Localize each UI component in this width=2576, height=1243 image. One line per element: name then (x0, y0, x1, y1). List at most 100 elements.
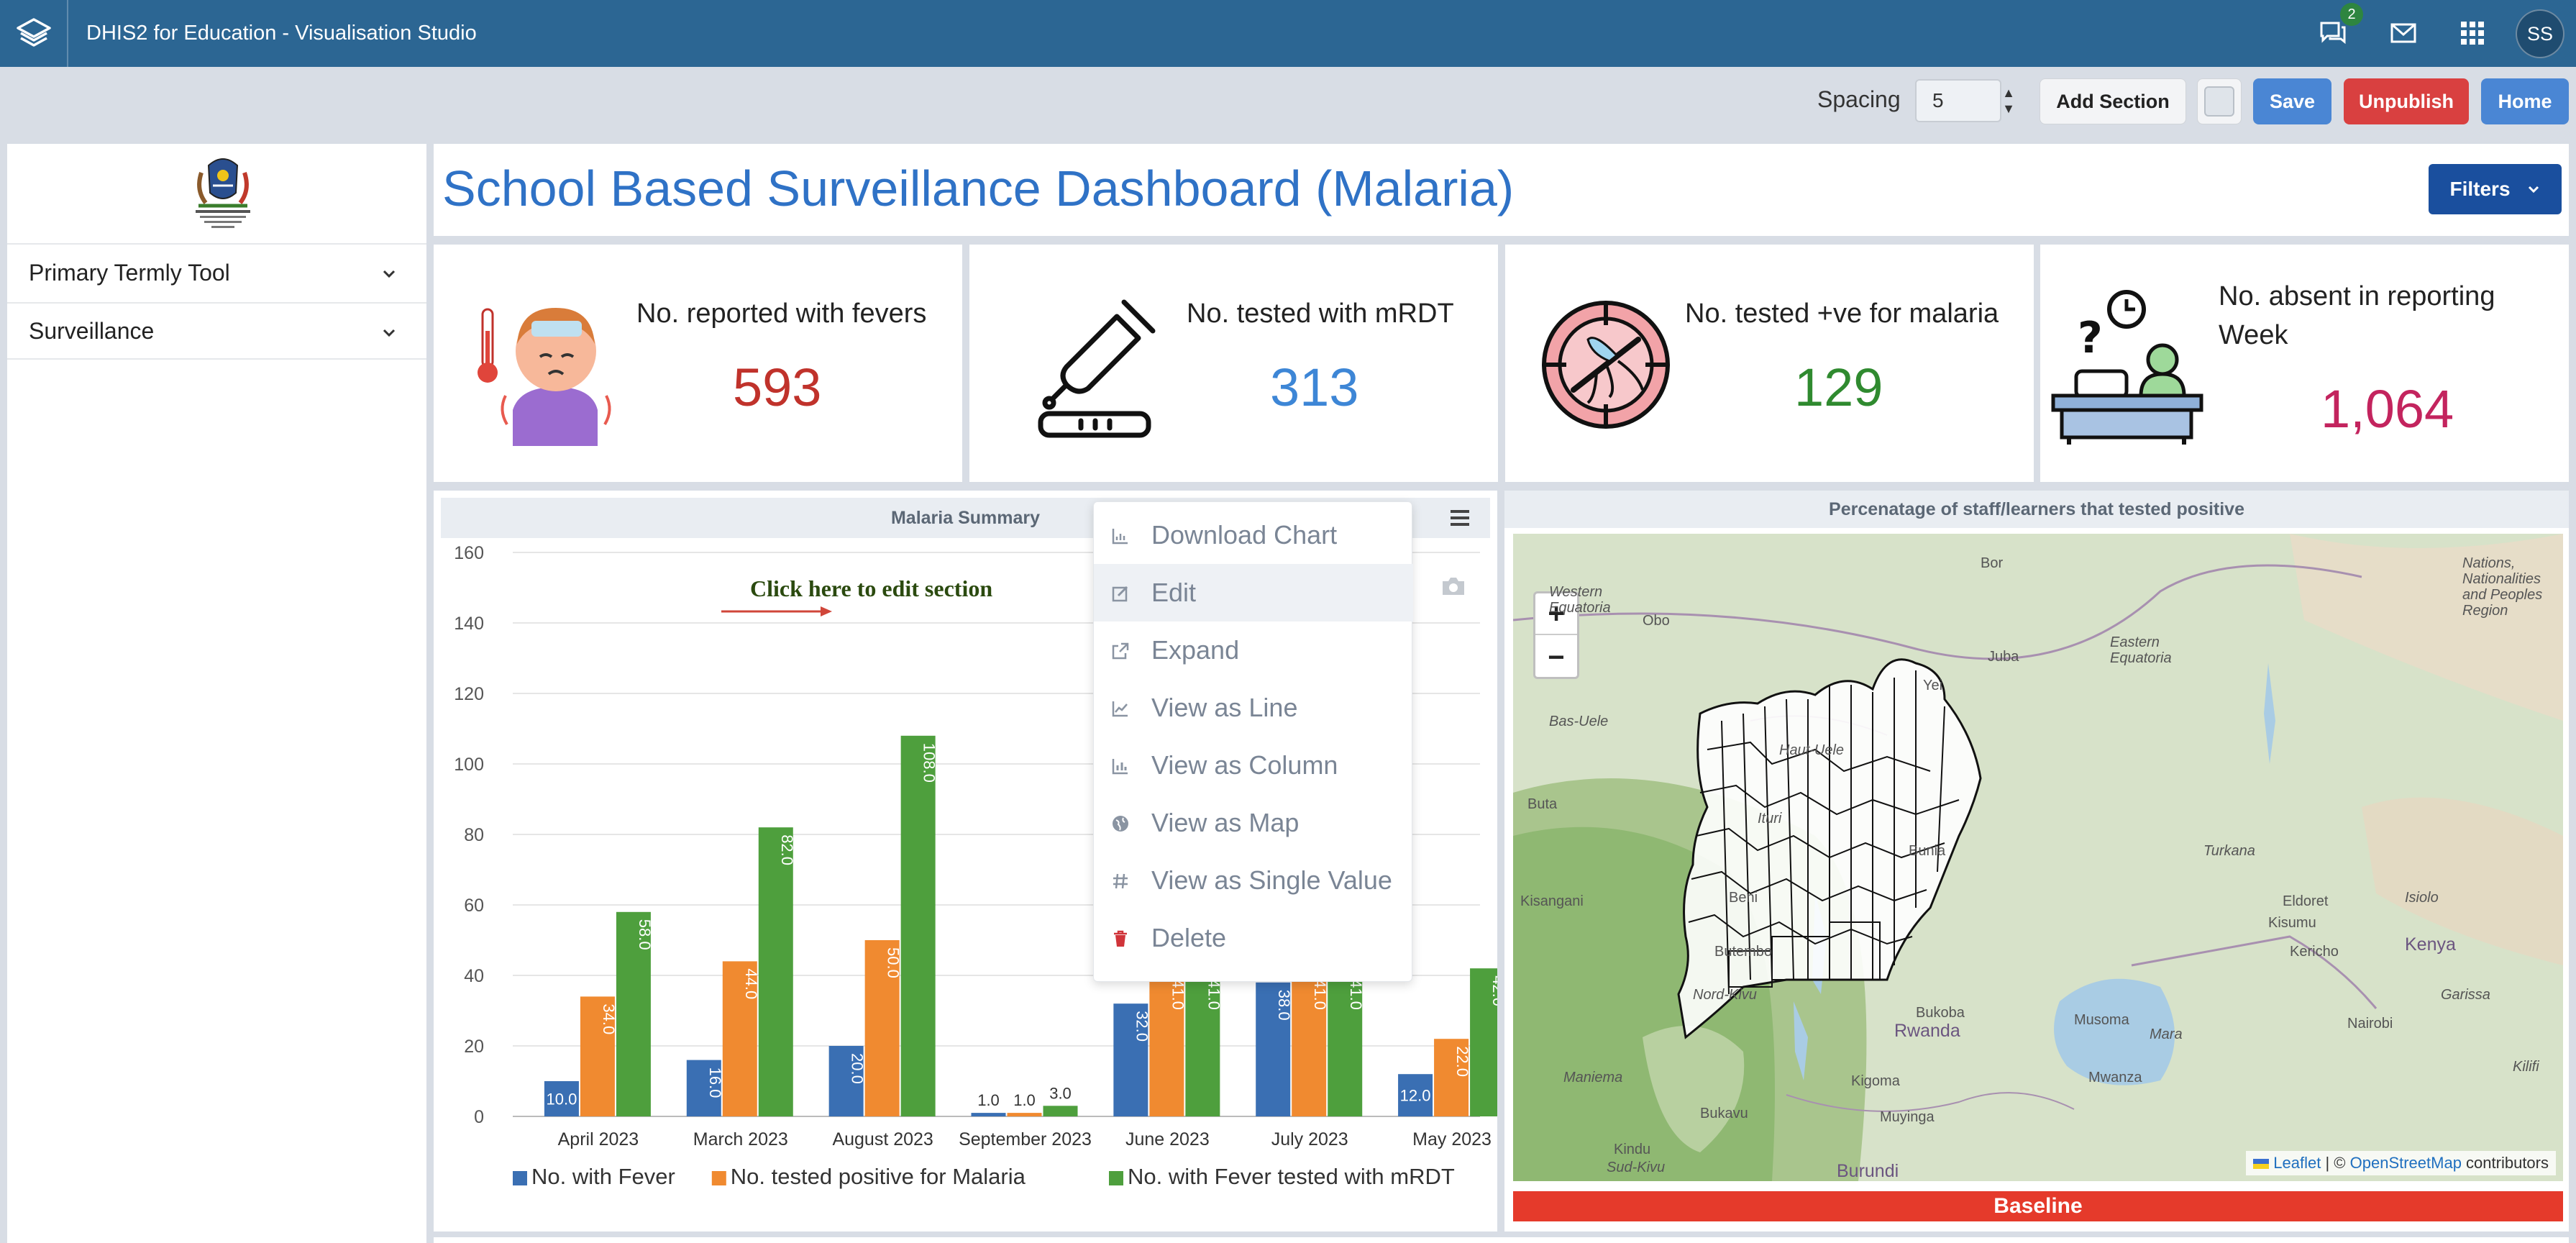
x-tick-label: March 2023 (693, 1129, 788, 1149)
zoom-in-button[interactable]: + (1535, 593, 1577, 635)
filters-label: Filters (2449, 178, 2511, 200)
zoom-out-button[interactable]: − (1548, 641, 1565, 673)
camera-icon[interactable] (1440, 575, 1466, 597)
color-swatch (2204, 86, 2234, 117)
chevron-down-icon (2528, 186, 2539, 193)
bar (1043, 1106, 1078, 1116)
background-color-picker[interactable] (2197, 78, 2242, 124)
kpi-card-positive[interactable]: No. tested +ve for malaria 129 (1505, 245, 2034, 482)
data-label: 82.0 (778, 834, 796, 865)
stepper-down-icon[interactable]: ▼ (2002, 101, 2015, 116)
legend-swatch (711, 1171, 726, 1185)
data-label: 41.0 (1311, 979, 1329, 1010)
hamburger-menu-icon[interactable] (1448, 506, 1472, 529)
map-place-label: Juba (1988, 649, 2019, 665)
menu-item-view-as-single-value[interactable]: View as Single Value (1094, 852, 1413, 909)
data-label: 58.0 (636, 919, 654, 950)
bar (1256, 982, 1291, 1116)
apps-grid-icon[interactable] (2454, 14, 2491, 52)
stepper-up-icon[interactable]: ▲ (2002, 86, 2015, 100)
user-avatar[interactable]: SS (2516, 9, 2564, 58)
uganda-districts-overlay (1677, 658, 1982, 1039)
unpublish-button[interactable]: Unpublish (2344, 78, 2469, 124)
data-label: 44.0 (742, 968, 760, 999)
menu-item-view-as-map[interactable]: View as Map (1094, 794, 1413, 852)
globe-icon (1113, 816, 1128, 832)
save-button[interactable]: Save (2253, 78, 2331, 124)
map-place-label: Muyinga (1880, 1109, 1935, 1125)
leaflet-link[interactable]: Leaflet (2273, 1154, 2321, 1172)
map-place-label: Kenya (2405, 934, 2456, 955)
sidebar-item-surveillance[interactable]: Surveillance (7, 302, 426, 360)
page-title: School Based Surveillance Dashboard (Mal… (442, 160, 1515, 217)
message-count-badge: 2 (2340, 3, 2363, 26)
y-tick-label: 0 (474, 1107, 484, 1127)
map-place-label: Bukoba (1916, 1005, 1965, 1021)
menu-item-delete[interactable]: Delete (1094, 909, 1413, 967)
data-label: 1.0 (1013, 1091, 1036, 1109)
bar (1328, 972, 1363, 1116)
spacing-input[interactable]: 5 (1915, 79, 2001, 122)
chart-title: Malaria Summary (890, 508, 1041, 528)
data-label: 32.0 (1133, 1011, 1151, 1042)
kpi-label: No. reported with fevers (636, 299, 927, 329)
legend-swatch (513, 1171, 527, 1185)
data-label: 41.0 (1169, 979, 1187, 1010)
menu-item-download-chart[interactable]: Download Chart (1094, 506, 1413, 564)
spacing-stepper[interactable]: ▲ ▼ (1992, 79, 2025, 122)
y-tick-label: 60 (464, 896, 484, 916)
legend-label: No. with Fever (531, 1164, 675, 1189)
attribution-separator: | © (2321, 1154, 2350, 1172)
map-place-label: Musoma (2074, 1012, 2129, 1028)
x-tick-label: April 2023 (558, 1129, 639, 1149)
map-background (1513, 534, 2563, 1181)
data-label: 34.0 (600, 1003, 618, 1034)
menu-item-label: View as Column (1151, 750, 1338, 780)
filters-button[interactable]: Filters (2429, 164, 2562, 214)
data-label: 50.0 (885, 947, 903, 978)
menu-item-view-as-column[interactable]: View as Column (1094, 737, 1413, 794)
map-title: Percenatage of staff/learners that teste… (1504, 491, 2569, 528)
app-logo-icon[interactable] (0, 0, 68, 67)
kpi-card-fevers[interactable]: No. reported with fevers 593 (434, 245, 962, 482)
y-tick-label: 100 (454, 755, 484, 775)
data-label: 16.0 (706, 1067, 724, 1098)
bar (1007, 1113, 1042, 1116)
y-tick-label: 20 (464, 1037, 484, 1057)
x-tick-label: July 2023 (1271, 1129, 1348, 1149)
messages-icon[interactable] (2314, 14, 2352, 52)
y-tick-label: 140 (454, 614, 484, 634)
mail-icon[interactable] (2385, 14, 2422, 52)
menu-item-edit[interactable]: Edit (1094, 564, 1413, 622)
sick-child-icon (478, 308, 611, 446)
menu-item-label: View as Single Value (1151, 865, 1392, 895)
osm-link[interactable]: OpenStreetMap (2349, 1154, 2462, 1172)
map-section[interactable]: Percenatage of staff/learners that teste… (1504, 491, 2569, 1231)
bar (616, 911, 651, 1116)
map-place-label: Kisangani (1520, 893, 1584, 909)
kpi-value: 593 (733, 358, 822, 417)
map-place-label: Nord-Kivu (1693, 987, 1757, 1003)
menu-item-expand[interactable]: Expand (1094, 622, 1413, 679)
bar (1434, 1039, 1469, 1116)
kpi-card-absent[interactable]: ? No. absent in reporting Week 1,064 (2040, 245, 2569, 482)
dashboard-header: School Based Surveillance Dashboard (Mal… (434, 144, 2569, 236)
data-label: 42.0 (1489, 975, 1497, 1006)
data-label: 1.0 (977, 1091, 1000, 1109)
map-place-label: Maniema (1563, 1070, 1623, 1085)
sidebar-item-primary-termly-tool[interactable]: Primary Termly Tool (7, 243, 426, 301)
data-label: 3.0 (1049, 1084, 1072, 1102)
map-view[interactable]: + − Bor Western Equatoria Obo Nations, Nati… (1513, 534, 2563, 1181)
menu-item-view-as-line[interactable]: View as Line (1094, 679, 1413, 737)
sidebar: Primary Termly Tool Surveillance (7, 144, 426, 1243)
kpi-label: No. absent in reporting Week (2219, 281, 2495, 350)
kpi-card-mrdt[interactable]: No. tested with mRDT 313 (969, 245, 1498, 482)
map-place-label: Obo (1643, 613, 1670, 629)
kpi-label: No. tested with mRDT (1187, 299, 1454, 329)
map-place-label: Bukavu (1700, 1106, 1748, 1121)
add-section-button[interactable]: Add Section (2040, 78, 2186, 124)
home-button[interactable]: Home (2481, 78, 2569, 124)
bar (580, 996, 615, 1116)
edit-section-hint: Click here to edit section (750, 575, 993, 601)
bar (828, 1046, 864, 1116)
